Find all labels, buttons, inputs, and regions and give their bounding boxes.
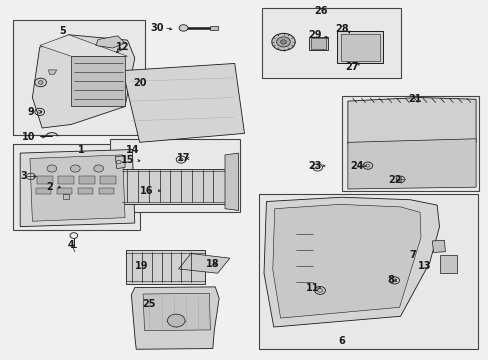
Bar — [110, 139, 239, 212]
Polygon shape — [431, 240, 445, 252]
Polygon shape — [48, 70, 57, 74]
Text: 12: 12 — [116, 42, 129, 52]
Bar — [13, 144, 140, 230]
Text: 21: 21 — [407, 94, 421, 104]
Circle shape — [38, 81, 43, 84]
Bar — [13, 21, 144, 135]
Bar — [340, 34, 379, 61]
Polygon shape — [96, 36, 125, 48]
Circle shape — [94, 165, 103, 172]
Circle shape — [276, 37, 290, 47]
Polygon shape — [264, 197, 439, 327]
Text: 17: 17 — [177, 153, 190, 163]
Polygon shape — [32, 35, 135, 128]
Bar — [310, 38, 326, 49]
Circle shape — [179, 25, 187, 31]
Circle shape — [70, 165, 80, 172]
Polygon shape — [210, 26, 217, 30]
Circle shape — [280, 40, 286, 44]
Text: 27: 27 — [345, 62, 358, 72]
Polygon shape — [20, 149, 135, 226]
Circle shape — [35, 78, 46, 87]
Circle shape — [167, 314, 184, 327]
Bar — [58, 176, 74, 184]
Text: 5: 5 — [60, 26, 66, 36]
Text: 8: 8 — [386, 275, 393, 285]
Text: 30: 30 — [150, 23, 163, 33]
Text: 23: 23 — [308, 161, 321, 171]
Bar — [37, 176, 53, 184]
Text: 11: 11 — [305, 283, 319, 293]
Polygon shape — [30, 155, 125, 221]
Text: 14: 14 — [125, 144, 139, 154]
Bar — [79, 176, 95, 184]
Polygon shape — [115, 156, 125, 168]
Polygon shape — [131, 287, 219, 349]
Text: 25: 25 — [142, 299, 156, 309]
Bar — [126, 250, 204, 284]
Bar — [336, 31, 383, 63]
Bar — [261, 8, 400, 78]
Text: 16: 16 — [140, 186, 153, 196]
Polygon shape — [272, 204, 420, 318]
Text: 3: 3 — [20, 171, 27, 181]
Bar — [122, 168, 231, 204]
Polygon shape — [347, 139, 475, 189]
Text: 1: 1 — [78, 144, 84, 154]
Text: 29: 29 — [308, 30, 321, 40]
Polygon shape — [347, 98, 475, 146]
Polygon shape — [439, 255, 456, 273]
Bar — [99, 188, 114, 194]
Polygon shape — [122, 63, 244, 142]
Bar — [308, 37, 328, 50]
Polygon shape — [71, 56, 125, 107]
Text: 2: 2 — [46, 182, 53, 192]
Bar — [63, 194, 69, 199]
Text: 13: 13 — [417, 261, 431, 271]
Bar — [341, 96, 478, 191]
Text: 7: 7 — [408, 250, 415, 260]
Bar — [78, 188, 93, 194]
Text: 28: 28 — [335, 24, 348, 35]
Bar — [36, 188, 51, 194]
Text: 6: 6 — [338, 336, 345, 346]
Polygon shape — [178, 253, 229, 273]
Text: 26: 26 — [314, 6, 327, 17]
Text: 24: 24 — [349, 161, 363, 171]
Polygon shape — [143, 293, 210, 330]
Text: 19: 19 — [135, 261, 148, 271]
Polygon shape — [40, 35, 127, 56]
Bar — [57, 188, 72, 194]
Circle shape — [271, 33, 295, 50]
Bar — [100, 176, 116, 184]
Text: 20: 20 — [133, 78, 146, 88]
Text: 15: 15 — [121, 155, 134, 165]
Text: 22: 22 — [387, 175, 401, 185]
Bar — [259, 194, 477, 348]
Text: 18: 18 — [205, 259, 219, 269]
Text: 9: 9 — [27, 107, 34, 117]
Polygon shape — [224, 153, 238, 211]
Text: 4: 4 — [68, 239, 75, 249]
Text: 10: 10 — [22, 132, 36, 142]
Circle shape — [47, 165, 57, 172]
